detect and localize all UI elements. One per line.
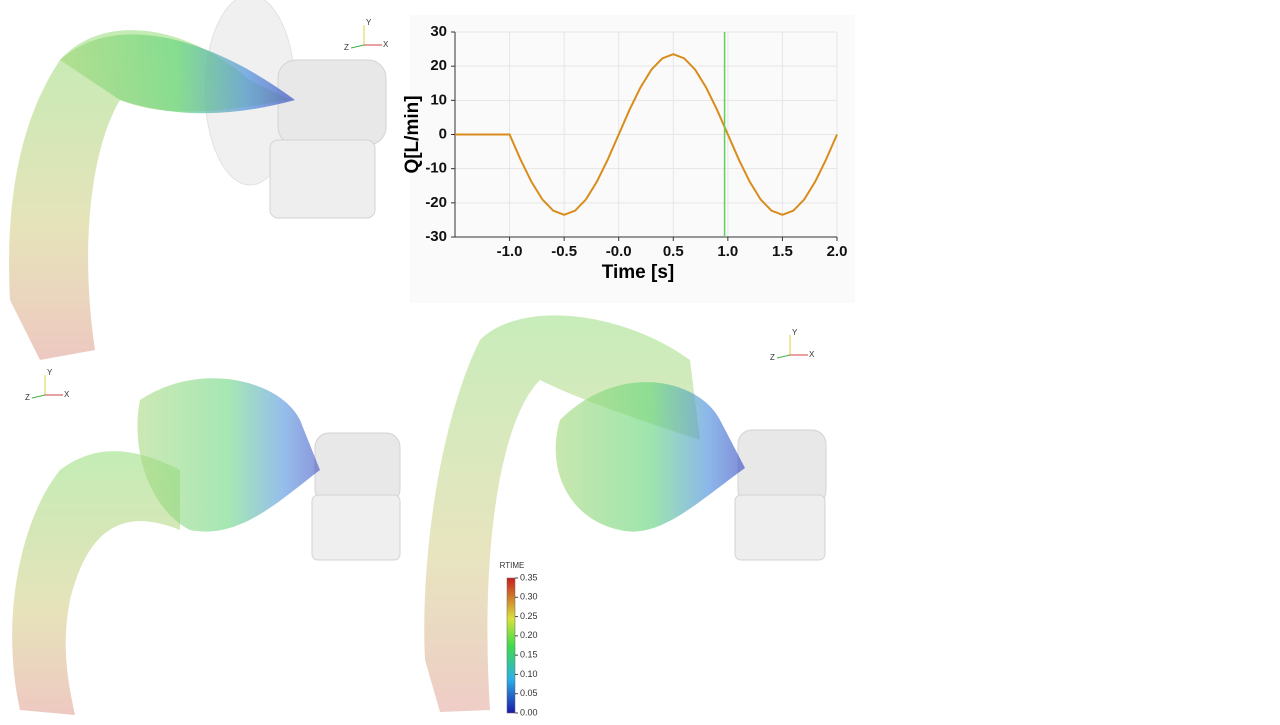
triad-label: Y bbox=[366, 18, 372, 27]
y-tick-label: 20 bbox=[430, 57, 447, 74]
x-tick-label: -1.0 bbox=[497, 243, 523, 260]
triad-label: Z bbox=[770, 353, 775, 362]
colorbar-tick-label: 0.00 bbox=[520, 707, 538, 717]
colorbar bbox=[506, 577, 516, 714]
colorbar-tick-label: 0.05 bbox=[520, 688, 538, 698]
colorbar-tick-label: 0.25 bbox=[520, 611, 538, 621]
x-tick-label: 1.0 bbox=[717, 243, 738, 260]
y-axis-label: Q[L/min] bbox=[402, 95, 423, 173]
x-tick-label: -0.5 bbox=[551, 243, 577, 260]
y-tick-label: 10 bbox=[430, 91, 447, 108]
x-axis-label: Time [s] bbox=[602, 262, 675, 283]
colorbar-tick-label: 0.35 bbox=[520, 572, 538, 582]
colorbar-tick-label: 0.15 bbox=[520, 650, 538, 660]
y-tick-label: -10 bbox=[425, 160, 447, 177]
triad-label: Y bbox=[47, 368, 53, 377]
airway-bottom-right bbox=[424, 315, 827, 712]
triad-label: Y bbox=[792, 328, 798, 337]
colorbar-tick-label: 0.20 bbox=[520, 630, 538, 640]
triad-z bbox=[31, 394, 46, 399]
triad-z bbox=[350, 44, 365, 49]
chart-panel bbox=[410, 15, 855, 303]
colorbar-tick-label: 0.30 bbox=[520, 592, 538, 602]
triad-z bbox=[776, 354, 791, 359]
triad-label: X bbox=[64, 390, 70, 399]
x-tick-label: 1.5 bbox=[772, 243, 793, 260]
y-tick-label: 0 bbox=[439, 125, 447, 142]
line-series bbox=[455, 53, 838, 216]
x-tick-label: 2.0 bbox=[827, 243, 848, 260]
colorbar-title: RTIME bbox=[500, 561, 525, 570]
colorbar-tick-label: 0.10 bbox=[520, 669, 538, 679]
triad-label: X bbox=[809, 350, 815, 359]
triad-label: X bbox=[383, 40, 389, 49]
triad-label: Z bbox=[344, 43, 349, 52]
triad-label: Z bbox=[25, 393, 30, 402]
y-tick-label: -30 bbox=[425, 228, 447, 245]
y-tick-label: -20 bbox=[425, 194, 447, 211]
airway-bottom-left bbox=[12, 378, 401, 715]
y-tick-label: 30 bbox=[430, 23, 447, 40]
x-tick-label: 0.5 bbox=[663, 243, 684, 260]
airway-top-left bbox=[9, 0, 387, 360]
x-tick-label: -0.0 bbox=[606, 243, 632, 260]
